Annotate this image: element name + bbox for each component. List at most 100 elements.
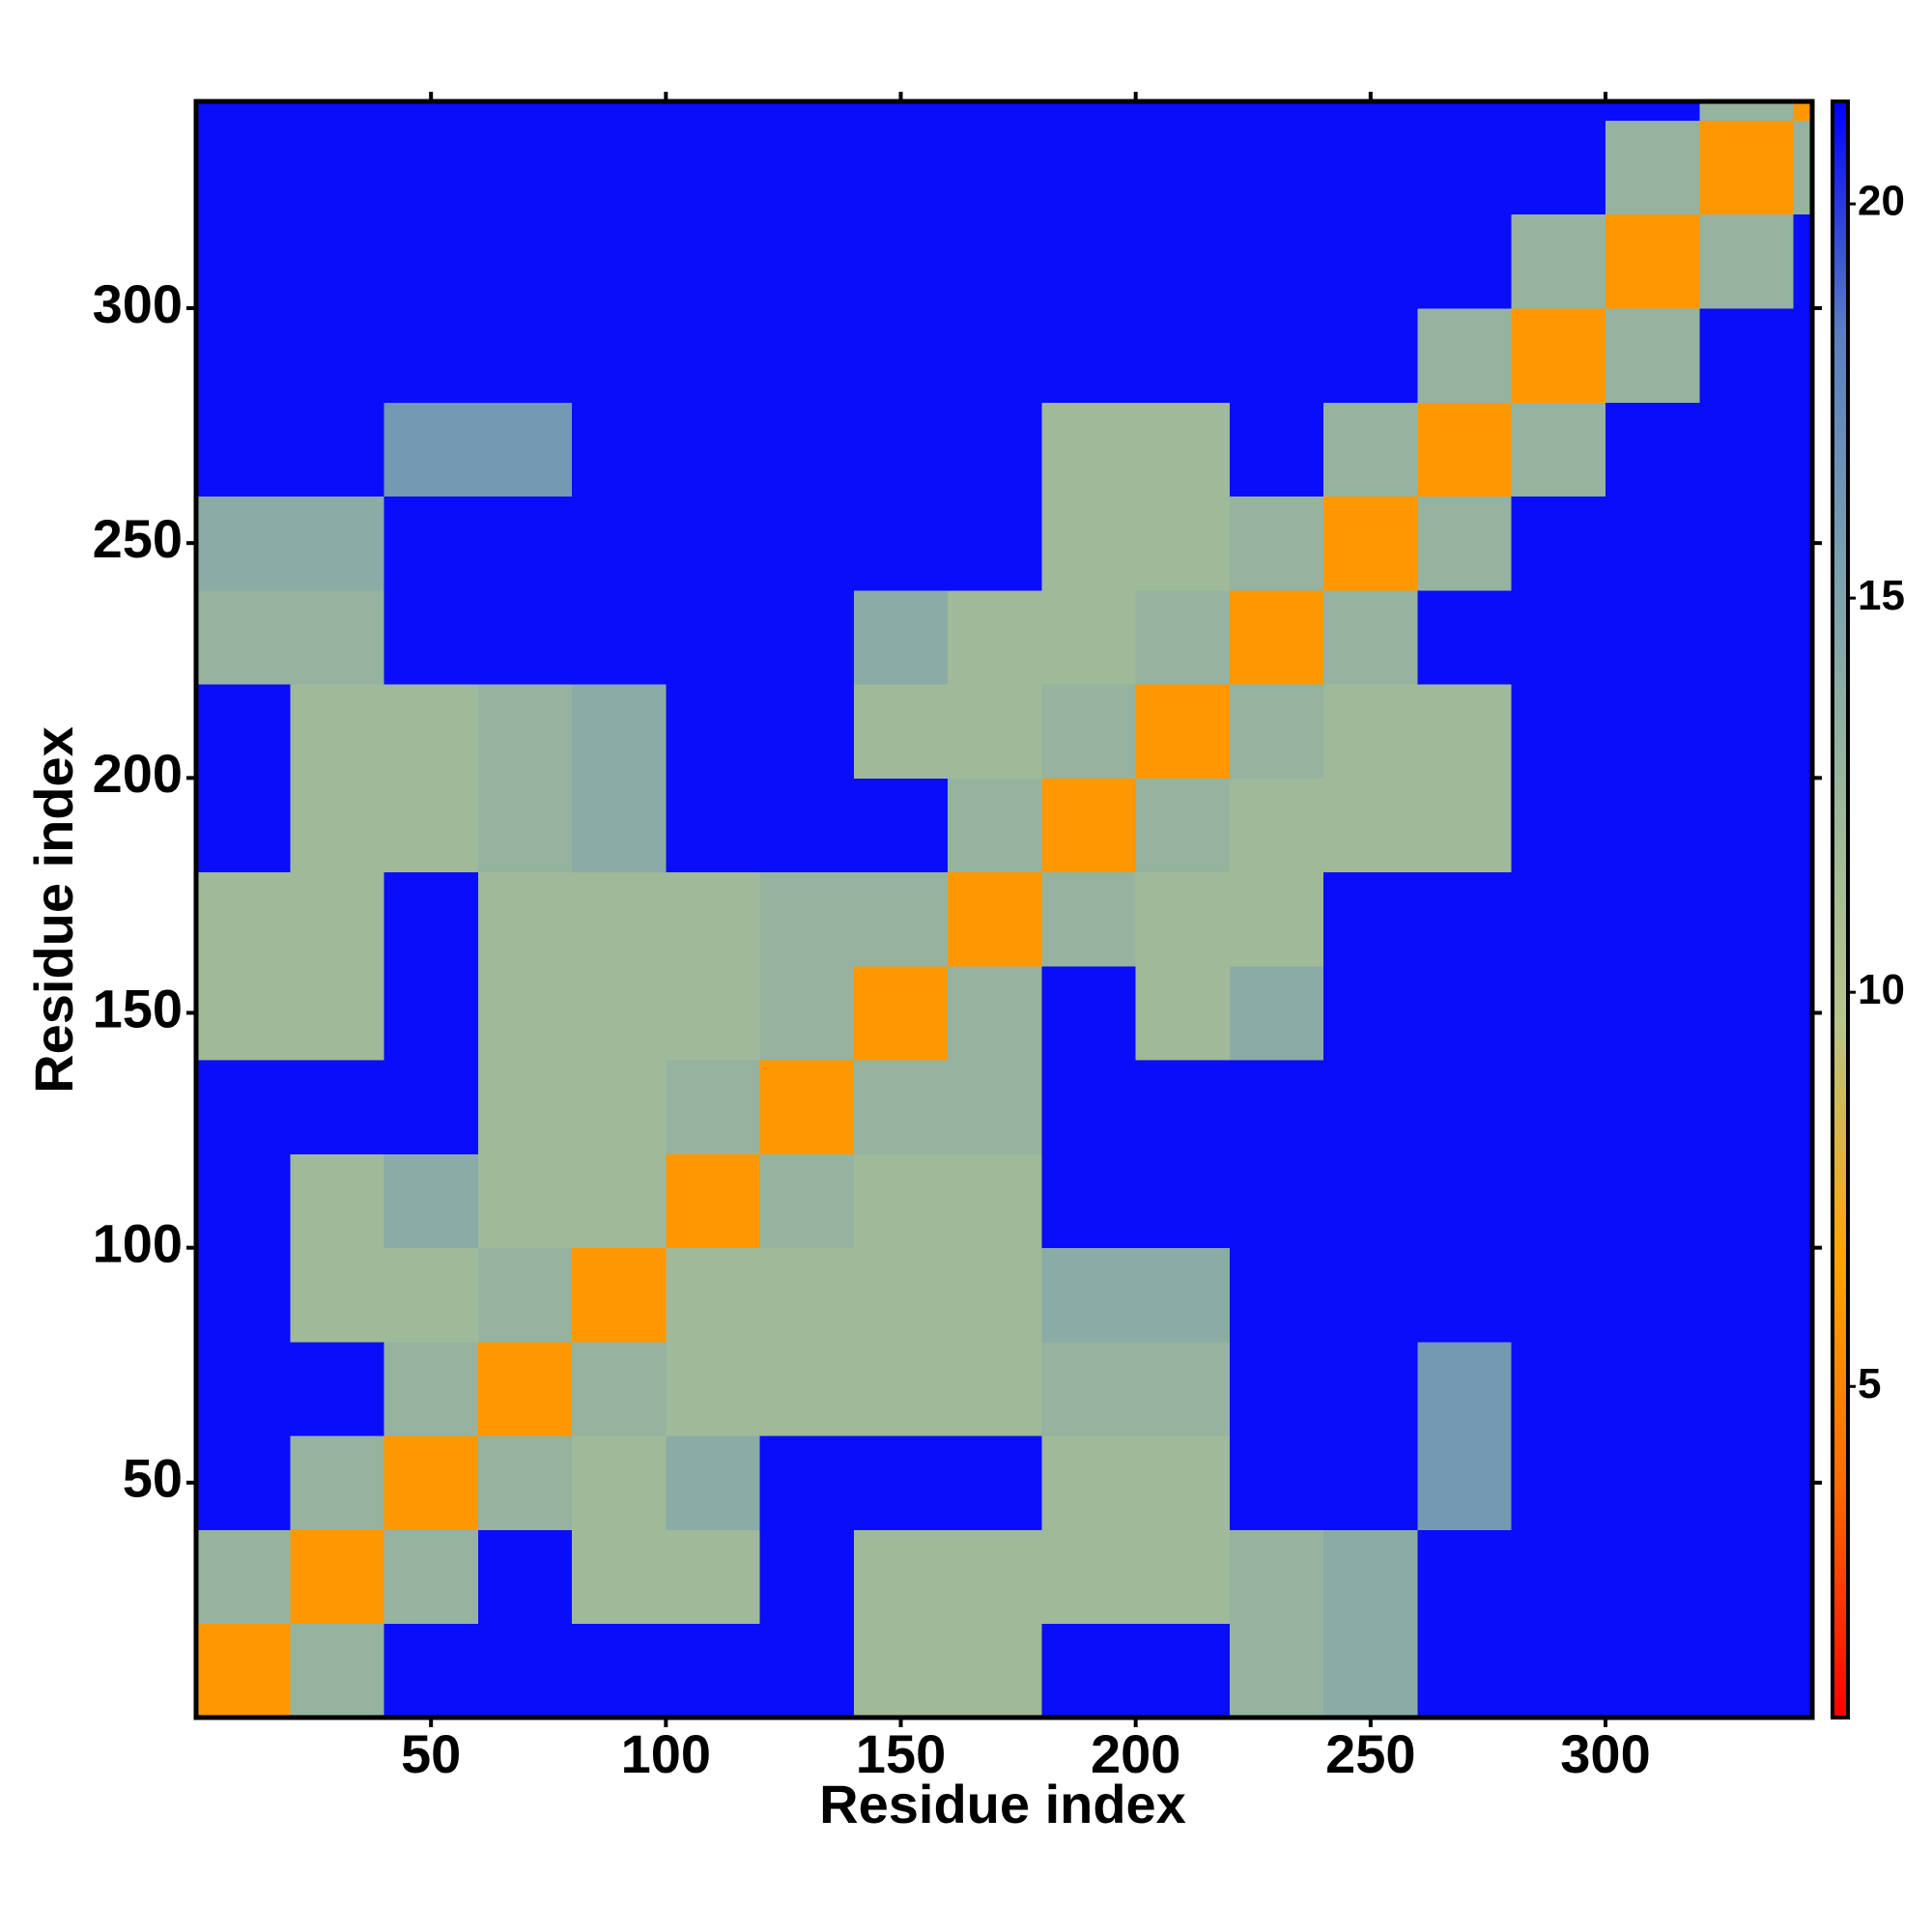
heatmap-cell <box>1323 307 1418 403</box>
heatmap-cell <box>1135 1247 1231 1343</box>
heatmap-cell <box>477 778 573 873</box>
heatmap-cell <box>290 307 385 403</box>
heatmap-cell <box>1511 684 1606 779</box>
heatmap-cell <box>477 871 573 967</box>
heatmap-cell <box>572 1153 667 1249</box>
heatmap-cell <box>477 213 573 309</box>
heatmap-cell <box>384 1247 479 1343</box>
heatmap-cell <box>1229 965 1324 1061</box>
heatmap-cell <box>666 778 761 873</box>
heatmap-cell <box>666 402 761 497</box>
y-tick-label: 250 <box>93 508 183 569</box>
heatmap-cell <box>1041 402 1137 497</box>
heatmap-cell <box>477 1153 573 1249</box>
heatmap-cell <box>666 307 761 403</box>
colorbar-tick-label: 15 <box>1858 572 1905 619</box>
heatmap-cell <box>1041 778 1137 873</box>
heatmap-cell <box>1605 496 1700 591</box>
heatmap-cell <box>196 496 291 591</box>
heatmap-cell <box>196 1435 291 1530</box>
heatmap-cell <box>759 120 855 215</box>
y-tick-label: 150 <box>93 978 183 1038</box>
heatmap-cell <box>853 1341 949 1436</box>
heatmap-cell <box>853 1623 949 1719</box>
heatmap-cell <box>1511 1623 1606 1719</box>
heatmap-cell <box>1041 496 1137 591</box>
colorbar-tick-label: 5 <box>1858 1360 1881 1407</box>
heatmap-cell <box>1323 213 1418 309</box>
heatmap-cell <box>1417 1529 1513 1625</box>
y-tick-label: 200 <box>93 743 183 804</box>
heatmap-cell <box>1793 496 1813 591</box>
heatmap-cell <box>759 1341 855 1436</box>
heatmap-cell <box>290 1529 385 1625</box>
heatmap-cell <box>477 1247 573 1343</box>
heatmap-cell <box>1041 684 1137 779</box>
heatmap-cell <box>196 120 291 215</box>
heatmap-cell <box>666 1623 761 1719</box>
heatmap-cell <box>759 101 855 121</box>
heatmap-cell <box>477 1529 573 1625</box>
heatmap-cell <box>1699 684 1795 779</box>
heatmap-cell <box>853 496 949 591</box>
heatmap-cell <box>384 120 479 215</box>
heatmap-cell <box>948 120 1042 215</box>
heatmap-cell <box>1699 778 1795 873</box>
x-tick-label: 150 <box>856 1723 946 1784</box>
heatmap-cell <box>759 213 855 309</box>
heatmap-cell <box>948 684 1042 779</box>
heatmap-cell <box>1229 1341 1324 1436</box>
heatmap-cell <box>1793 1341 1813 1436</box>
heatmap-cell <box>384 1435 479 1530</box>
heatmap-cell <box>948 1153 1042 1249</box>
heatmap-cell <box>759 1060 855 1154</box>
heatmap-cell <box>196 1341 291 1436</box>
heatmap-cell <box>196 684 291 779</box>
heatmap-cell <box>384 1060 479 1154</box>
heatmap-cell <box>1041 1435 1137 1530</box>
heatmap-cell <box>572 684 667 779</box>
heatmap-cell <box>1511 496 1606 591</box>
heatmap-cell <box>948 402 1042 497</box>
heatmap-cell <box>290 589 385 685</box>
heatmap-cell <box>384 1529 479 1625</box>
heatmap-cell <box>1229 496 1324 591</box>
heatmap-cell <box>1229 778 1324 873</box>
heatmap-cell <box>477 1435 573 1530</box>
heatmap-cell <box>1699 307 1795 403</box>
heatmap-cell <box>1699 1247 1795 1343</box>
heatmap-cell <box>1323 496 1418 591</box>
heatmap-cell <box>1229 213 1324 309</box>
heatmap-cell <box>1135 1529 1231 1625</box>
heatmap-cell <box>290 120 385 215</box>
heatmap-cell <box>1041 307 1137 403</box>
heatmap-cell <box>1793 120 1813 215</box>
heatmap-cell <box>1041 101 1137 121</box>
heatmap-cell <box>384 402 479 497</box>
heatmap-cells <box>196 101 1813 1719</box>
heatmap-cell <box>1511 589 1606 685</box>
heatmap-cell <box>384 213 479 309</box>
heatmap-cell <box>1605 1623 1700 1719</box>
heatmap-cell <box>196 402 291 497</box>
heatmap-cell <box>1511 1529 1606 1625</box>
x-tick-label: 100 <box>621 1723 711 1784</box>
heatmap-cell <box>948 101 1042 121</box>
heatmap-cell <box>1417 1341 1513 1436</box>
heatmap-cell <box>572 307 667 403</box>
heatmap-cell <box>477 1623 573 1719</box>
heatmap-cell <box>1417 101 1513 121</box>
heatmap-cell <box>290 1435 385 1530</box>
heatmap-cell <box>384 1623 479 1719</box>
heatmap-cell <box>1229 684 1324 779</box>
x-tick-label: 250 <box>1325 1723 1415 1784</box>
heatmap-cell <box>1699 496 1795 591</box>
heatmap-cell <box>572 213 667 309</box>
colorbar-tick-label: 10 <box>1858 966 1905 1013</box>
heatmap-cell <box>1793 402 1813 497</box>
heatmap-cell <box>572 402 667 497</box>
heatmap-cell <box>1229 1153 1324 1249</box>
heatmap-cell <box>1323 871 1418 967</box>
heatmap-cell <box>853 120 949 215</box>
